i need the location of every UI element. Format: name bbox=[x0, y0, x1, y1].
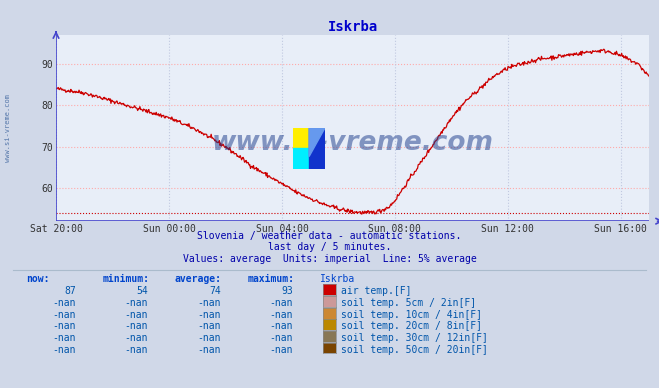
Bar bbox=[293, 128, 309, 149]
Text: 93: 93 bbox=[281, 286, 293, 296]
Title: Iskrba: Iskrba bbox=[328, 20, 378, 34]
Text: -nan: -nan bbox=[52, 333, 76, 343]
Polygon shape bbox=[309, 128, 325, 169]
Text: -nan: -nan bbox=[125, 298, 148, 308]
Text: soil temp. 10cm / 4in[F]: soil temp. 10cm / 4in[F] bbox=[341, 310, 482, 320]
Text: -nan: -nan bbox=[52, 310, 76, 320]
Text: 54: 54 bbox=[136, 286, 148, 296]
Text: maximum:: maximum: bbox=[247, 274, 294, 284]
Text: 74: 74 bbox=[209, 286, 221, 296]
Text: -nan: -nan bbox=[270, 333, 293, 343]
Text: -nan: -nan bbox=[125, 321, 148, 331]
Text: soil temp. 50cm / 20in[F]: soil temp. 50cm / 20in[F] bbox=[341, 345, 488, 355]
Text: Values: average  Units: imperial  Line: 5% average: Values: average Units: imperial Line: 5%… bbox=[183, 254, 476, 264]
Text: -nan: -nan bbox=[125, 333, 148, 343]
Text: -nan: -nan bbox=[197, 321, 221, 331]
Bar bbox=[293, 149, 309, 169]
Text: 87: 87 bbox=[64, 286, 76, 296]
Text: -nan: -nan bbox=[270, 321, 293, 331]
Text: soil temp. 30cm / 12in[F]: soil temp. 30cm / 12in[F] bbox=[341, 333, 488, 343]
Text: now:: now: bbox=[26, 274, 50, 284]
Text: www.si-vreme.com: www.si-vreme.com bbox=[5, 94, 11, 162]
Text: Iskrba: Iskrba bbox=[320, 274, 355, 284]
Text: last day / 5 minutes.: last day / 5 minutes. bbox=[268, 242, 391, 253]
Text: -nan: -nan bbox=[197, 298, 221, 308]
Text: -nan: -nan bbox=[52, 345, 76, 355]
Text: -nan: -nan bbox=[197, 310, 221, 320]
Text: -nan: -nan bbox=[125, 345, 148, 355]
Text: air temp.[F]: air temp.[F] bbox=[341, 286, 412, 296]
Text: minimum:: minimum: bbox=[102, 274, 149, 284]
Text: -nan: -nan bbox=[52, 298, 76, 308]
Text: -nan: -nan bbox=[270, 345, 293, 355]
Text: -nan: -nan bbox=[125, 310, 148, 320]
Text: soil temp. 5cm / 2in[F]: soil temp. 5cm / 2in[F] bbox=[341, 298, 476, 308]
Text: www.si-vreme.com: www.si-vreme.com bbox=[212, 130, 494, 156]
Text: -nan: -nan bbox=[197, 345, 221, 355]
Text: -nan: -nan bbox=[197, 333, 221, 343]
Text: -nan: -nan bbox=[270, 298, 293, 308]
Text: -nan: -nan bbox=[270, 310, 293, 320]
Text: average:: average: bbox=[175, 274, 221, 284]
Text: soil temp. 20cm / 8in[F]: soil temp. 20cm / 8in[F] bbox=[341, 321, 482, 331]
Text: -nan: -nan bbox=[52, 321, 76, 331]
Text: Slovenia / weather data - automatic stations.: Slovenia / weather data - automatic stat… bbox=[197, 231, 462, 241]
Polygon shape bbox=[309, 128, 325, 157]
